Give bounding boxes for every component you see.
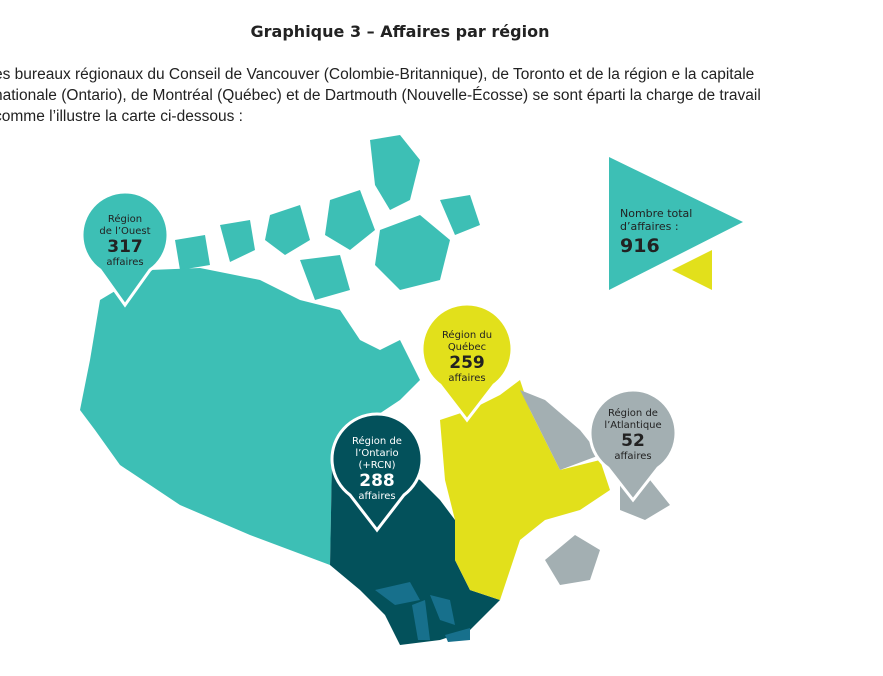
total-label: Nombre total d’affaires : 916 <box>620 207 692 259</box>
region-name: l’Atlantique <box>604 420 662 431</box>
great-lakes <box>375 582 470 642</box>
region-name: (+RCN) <box>358 460 396 471</box>
region-unit: affaires <box>448 373 486 384</box>
region-count: 259 <box>449 353 485 373</box>
intro-paragraph: es bureaux régionaux du Conseil de Vanco… <box>0 66 761 125</box>
region-unit: affaires <box>614 451 652 462</box>
total-accent-triangle <box>672 250 712 290</box>
total-value: 916 <box>620 235 660 257</box>
chart-title: Graphique 3 – Affaires par région <box>250 22 550 41</box>
label-quebec: Région du Québec 259 affaires <box>422 330 512 385</box>
total-text: Nombre total <box>620 207 693 220</box>
region-name: Québec <box>447 342 487 353</box>
label-atlantic: Région de l’Atlantique 52 affaires <box>588 408 678 463</box>
pin-west <box>80 190 170 308</box>
region-name: de l’Ouest <box>99 226 151 237</box>
region-unit: affaires <box>358 491 396 502</box>
region-west-islands <box>175 135 480 300</box>
pin-ontario <box>330 412 424 533</box>
pin-quebec <box>420 302 514 423</box>
pin-atlantic <box>588 388 678 503</box>
region-name: l’Ontario <box>355 448 399 459</box>
region-count: 52 <box>621 431 645 451</box>
region-west <box>80 268 420 565</box>
region-unit: affaires <box>106 257 144 268</box>
region-name: Région de <box>352 436 402 447</box>
total-triangle <box>609 157 743 290</box>
region-count: 317 <box>107 237 143 257</box>
region-atlantic <box>520 390 670 585</box>
region-name: Région de <box>608 408 658 419</box>
total-text: d’affaires : <box>620 220 679 233</box>
region-quebec <box>440 380 610 600</box>
region-name: Région <box>107 214 143 225</box>
region-count: 288 <box>359 471 395 491</box>
region-name: Région du <box>441 330 493 341</box>
label-ontario: Région de l’Ontario (+RCN) 288 affaires <box>332 436 422 503</box>
label-west: Région de l’Ouest 317 affaires <box>80 214 170 269</box>
